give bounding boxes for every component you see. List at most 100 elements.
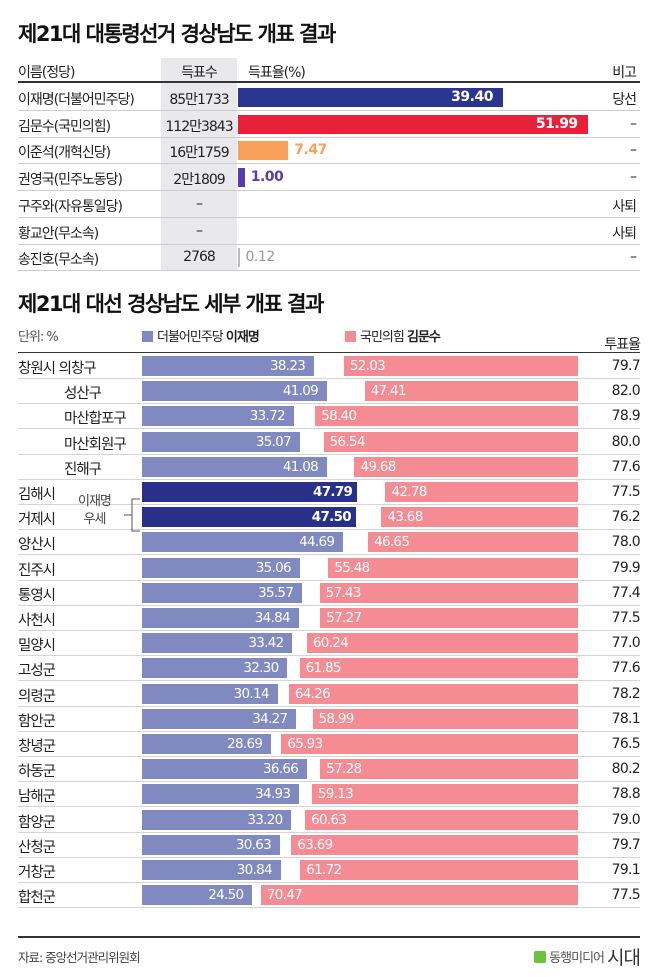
turnout-header: 투표율 [604, 337, 641, 353]
note: 사퇴 [612, 198, 637, 215]
candidate-name: 황교안(무소속) [18, 225, 99, 242]
table-row: 송진호(무소속) 2768 – 0.12 [18, 244, 640, 272]
value-kim: 61.72 [306, 862, 342, 878]
vote-count: 2768 [183, 249, 216, 266]
bar-lee [142, 431, 300, 452]
chart-header-line [18, 352, 640, 353]
rate-label: 51.99 [535, 115, 578, 132]
bar-kim [320, 608, 578, 628]
candidate-name: 이재명(더불어민주당) [18, 92, 135, 108]
bar-lee [142, 683, 278, 704]
note: 당선 [612, 92, 637, 108]
turnout: 79.9 [611, 559, 641, 576]
district-name: 창녕군 [18, 739, 56, 755]
value-lee: 41.08 [282, 458, 319, 475]
chart-row: 진주시 35.06 55.48 79.9 [18, 555, 641, 581]
candidate-name: 송진호(무소속) [18, 252, 99, 269]
value-kim: 56.54 [329, 433, 366, 450]
turnout: 79.0 [611, 811, 641, 828]
note: – [630, 142, 637, 159]
table-row: 구주와(자유통일당) – 사퇴 [18, 191, 640, 218]
bar-kim [381, 507, 578, 528]
chart-row: 진해구 41.08 49.68 77.6 [18, 454, 641, 480]
turnout: 77.6 [611, 458, 641, 475]
legend-name: 이재명 [225, 330, 260, 345]
rate-label: 39.40 [451, 89, 493, 105]
table-row: 김문수(국민의힘) 112만3843 – 51.99 [18, 111, 640, 138]
candidate-name: 이준석(개혁신당) [18, 145, 111, 162]
value-lee: 34.27 [252, 710, 288, 727]
brand-logo: 동행미디어 시대 [534, 943, 641, 970]
legend-party: 더불어민주당 [157, 330, 224, 345]
rate-label: 7.47 [294, 142, 327, 159]
table-row: 황교안(무소속) – 사퇴 [18, 218, 640, 245]
turnout: 77.6 [611, 660, 641, 677]
bar-kim [343, 356, 578, 376]
district-name: 밀양시 [18, 638, 56, 655]
value-lee: 33.72 [249, 408, 286, 425]
value-lee: 41.09 [282, 383, 319, 400]
turnout: 79.7 [611, 358, 641, 374]
value-lee: 35.06 [255, 559, 292, 576]
chart-bottom-line [18, 936, 640, 938]
district-name: 김해시 [18, 487, 56, 503]
value-lee: 30.14 [233, 685, 270, 702]
value-kim: 47.41 [370, 383, 407, 400]
bar-lee [142, 532, 344, 553]
value-lee: 35.57 [258, 584, 294, 601]
district-name: 함안군 [18, 713, 56, 730]
turnout: 77.5 [611, 610, 641, 626]
chart-row: 김해시 47.79 42.78 77.5 [18, 479, 641, 505]
turnout: 78.1 [611, 710, 641, 727]
rate-bar [238, 141, 289, 161]
legend-swatch-kim [345, 331, 356, 342]
vote-count: – [196, 222, 203, 239]
value-kim: 57.43 [325, 584, 362, 601]
turnout: 78.2 [611, 685, 641, 702]
bar-lee [142, 809, 292, 830]
unit-label: 단위: % [18, 330, 59, 345]
annotation-line1: 이재명 [78, 494, 112, 509]
district-name: 합천군 [18, 890, 56, 907]
turnout: 78.8 [611, 786, 641, 803]
bar-kim [320, 759, 578, 780]
value-kim: 42.78 [391, 484, 427, 500]
value-lee: 33.20 [247, 811, 283, 828]
bar-lee [142, 759, 307, 780]
main-title: 제21대 대통령선거 경상남도 개표 결과 [18, 22, 336, 46]
rate-bar [238, 168, 245, 188]
vote-count: – [196, 195, 203, 212]
value-kim: 52.03 [349, 358, 386, 374]
vote-count: 112만3843 [165, 118, 233, 135]
district-name: 마산회원구 [64, 436, 127, 453]
value-kim: 49.68 [360, 458, 396, 475]
bar-kim [300, 860, 578, 880]
vote-count: 85만1733 [169, 92, 229, 108]
rate-label: 1.00 [250, 169, 284, 186]
chart-row: 성산구 41.09 47.41 82.0 [18, 378, 641, 405]
legend-name: 김문수 [406, 330, 441, 345]
value-lee: 30.84 [236, 862, 273, 878]
vote-count: 2만1809 [173, 172, 225, 189]
turnout: 77.0 [611, 635, 641, 652]
bar-lee [142, 557, 300, 578]
bar-kim [311, 784, 578, 805]
value-kim: 61.85 [305, 660, 342, 677]
district-name: 하동군 [18, 764, 56, 781]
value-lee: 35.07 [255, 433, 292, 450]
brand-mark: 시대 [607, 947, 641, 969]
vote-count: 16만1759 [169, 145, 229, 162]
legend-kim: 국민의힘 김문수 [345, 326, 441, 345]
turnout: 79.1 [611, 862, 641, 878]
chart-row: 마산회원구 35.07 56.54 80.0 [18, 429, 641, 455]
value-lee: 38.23 [270, 358, 306, 374]
chart-row: 남해군 34.93 59.13 78.8 [18, 781, 641, 808]
turnout: 76.5 [611, 736, 641, 752]
header-note: 비고 [612, 65, 637, 81]
value-lee: 34.93 [255, 786, 291, 803]
header-votes: 득표수 [181, 65, 218, 81]
value-lee: 30.63 [235, 836, 272, 853]
bar-kim [368, 532, 578, 553]
brand-name: 동행미디어 [549, 951, 605, 966]
value-lee: 28.69 [227, 736, 263, 752]
